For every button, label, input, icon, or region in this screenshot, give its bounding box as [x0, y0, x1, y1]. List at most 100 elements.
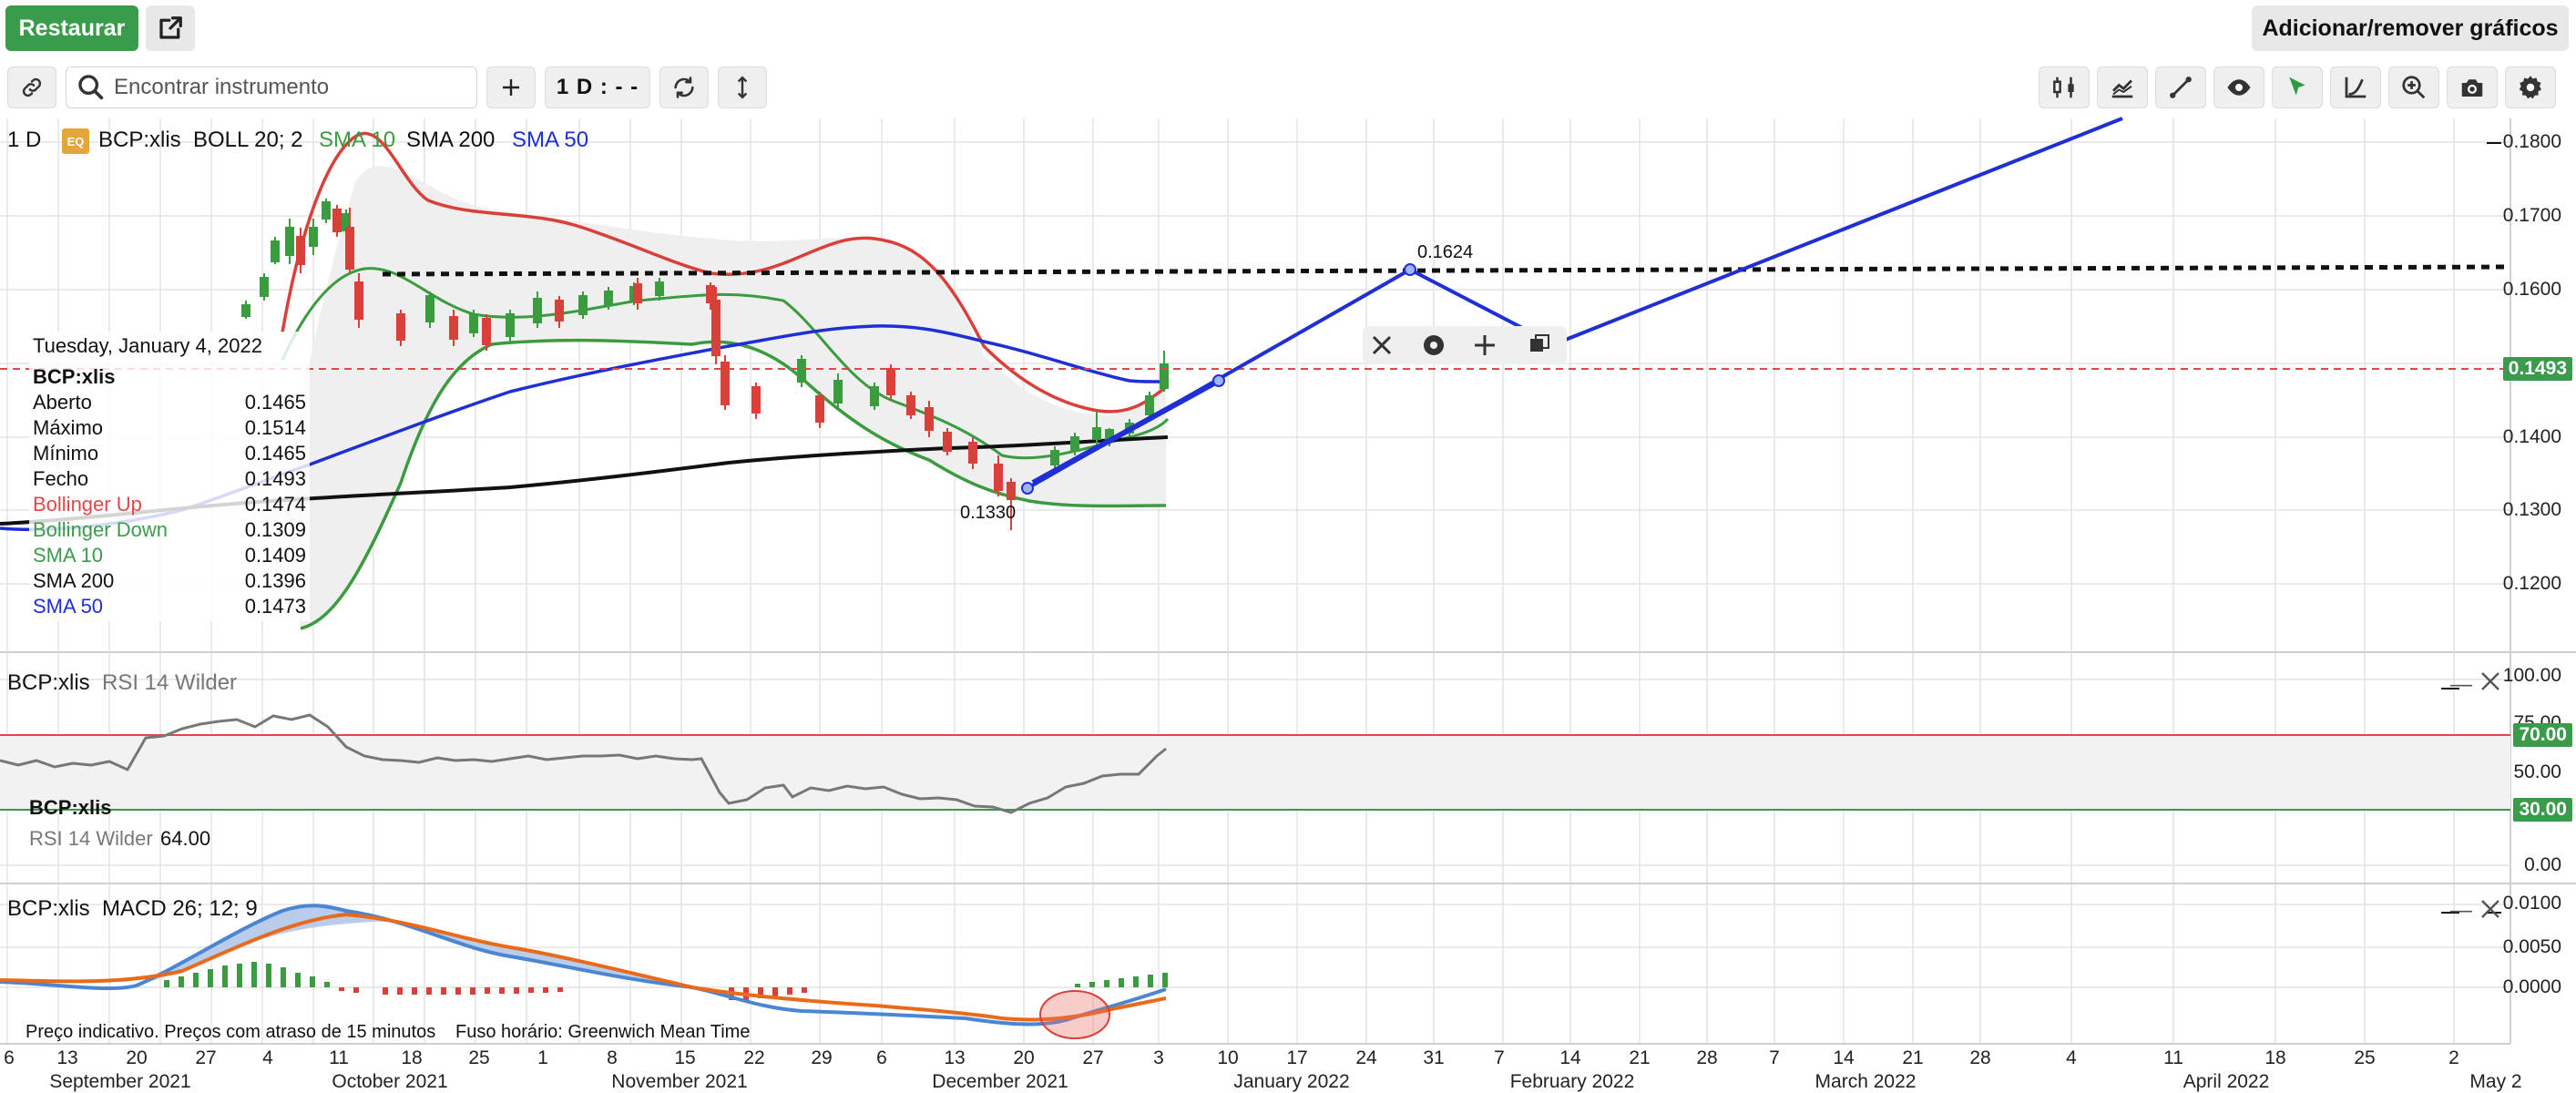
refresh-button[interactable]: [659, 66, 709, 108]
draw-line-button[interactable]: [2155, 66, 2206, 108]
y-tick: 0.1300: [2502, 499, 2561, 520]
plus-icon: [503, 79, 519, 96]
delay-note: Preço indicativo. Preços com atraso de 1…: [26, 1022, 436, 1042]
expand-vertical-icon: [737, 76, 748, 99]
x-tick-label: 6: [4, 1047, 15, 1068]
indicators-button[interactable]: [2097, 66, 2148, 108]
period-selector[interactable]: 1 D : - -: [545, 66, 650, 108]
external-link-icon: [159, 16, 182, 39]
add-remove-charts-button[interactable]: Adicionar/remover gráficos: [2252, 5, 2569, 51]
select-cursor-button[interactable]: [2272, 66, 2323, 108]
info-row-label: Aberto: [33, 391, 92, 414]
draw-line-icon: [2170, 77, 2192, 98]
info-row: Bollinger Down 0.1309: [33, 517, 306, 543]
equity-badge: EQ: [62, 128, 89, 154]
info-row-value: 0.1474: [244, 493, 306, 516]
minimize-icon[interactable]: —: [2450, 898, 2472, 923]
x-tick-label: 4: [262, 1047, 273, 1068]
x-month-label: January 2022: [1233, 1071, 1350, 1092]
info-row-label: Máximo: [33, 416, 104, 439]
info-row-label: SMA 50: [33, 595, 104, 618]
chart-type-button[interactable]: [2039, 66, 2090, 108]
link-button[interactable]: [7, 66, 56, 108]
sma200-label[interactable]: SMA 200: [406, 128, 496, 152]
x-month-label: February 2022: [1509, 1071, 1635, 1092]
rsi-instrument-label[interactable]: BCP:xlis: [7, 670, 90, 695]
instrument-label[interactable]: BCP:xlis: [98, 128, 181, 152]
y-tick: 0.1600: [2502, 279, 2561, 300]
minimize-icon[interactable]: —: [2450, 672, 2472, 697]
info-row-label: Bollinger Down: [33, 518, 168, 541]
search-icon: [78, 75, 104, 100]
y-tick: 0.1400: [2502, 426, 2561, 447]
macd-label[interactable]: MACD 26; 12; 9: [102, 896, 258, 921]
close-panel-button[interactable]: [2479, 670, 2501, 697]
x-tick-label: 21: [1629, 1047, 1651, 1068]
x-tick-label: 13: [56, 1047, 78, 1068]
zoom-button[interactable]: [2388, 66, 2439, 108]
x-month-label: September 2021: [49, 1071, 191, 1092]
close-panel-button[interactable]: [2479, 898, 2501, 924]
x-tick-label: 27: [1082, 1047, 1104, 1068]
close-icon: [1372, 335, 1392, 355]
boll-label[interactable]: BOLL 20; 2: [193, 128, 303, 152]
info-row-label: Mínimo: [33, 442, 99, 465]
x-month-label: December 2021: [932, 1071, 1068, 1092]
info-instrument: BCP:xlis: [33, 365, 116, 388]
camera-icon: [2461, 79, 2483, 97]
x-tick-label: 18: [401, 1047, 423, 1068]
popout-button[interactable]: [146, 5, 195, 51]
macd-instrument-label[interactable]: BCP:xlis: [7, 896, 90, 921]
screenshot-button[interactable]: [2447, 66, 2498, 108]
info-row-value: 0.1493: [244, 467, 306, 490]
annotation-low: 0.1330: [960, 503, 1017, 523]
add-instrument-button[interactable]: [486, 66, 536, 108]
x-tick-label: 7: [1494, 1047, 1505, 1068]
drawing-object-toolbar[interactable]: [1363, 326, 1567, 364]
macd-y-tick: 0.0050: [2502, 936, 2561, 957]
sma50-label[interactable]: SMA 50: [512, 128, 589, 152]
settings-button[interactable]: [2505, 66, 2556, 108]
x-tick-label: 14: [1559, 1047, 1581, 1068]
x-tick-label: 2: [2448, 1047, 2459, 1068]
expand-vertical-button[interactable]: [718, 66, 767, 108]
x-tick-label: 11: [2163, 1047, 2183, 1068]
indicator-chart-icon: [2111, 79, 2133, 98]
x-tick-label: 8: [607, 1047, 618, 1068]
restore-button[interactable]: Restaurar: [5, 5, 138, 51]
x-tick-label: 6: [876, 1047, 887, 1068]
info-row: Fecho 0.1493: [33, 466, 306, 492]
search-box[interactable]: [66, 66, 477, 108]
x-tick-label: 11: [329, 1047, 349, 1068]
info-row-value: 0.1514: [244, 416, 306, 439]
x-tick-label: 1: [537, 1047, 548, 1068]
link-icon: [22, 77, 42, 97]
x-tick-label: 10: [1217, 1047, 1239, 1068]
sma10-label[interactable]: SMA 10: [319, 128, 396, 152]
macd-y-tick: 0.0100: [2502, 893, 2561, 914]
info-row-value: 0.1465: [244, 442, 306, 465]
x-tick-label: 18: [2264, 1047, 2286, 1068]
info-row: Aberto 0.1465: [33, 390, 306, 415]
info-row-value: 0.1473: [244, 595, 306, 618]
trend-tool-button[interactable]: [2330, 66, 2381, 108]
rsi-70-tag: 70.00: [2513, 723, 2572, 747]
interval-label: 1 D: [7, 128, 42, 152]
info-row-value: 0.1465: [244, 391, 306, 414]
rsi-y-tick: 50.00: [2513, 761, 2561, 782]
x-tick-label: 14: [1833, 1047, 1855, 1068]
search-input[interactable]: [112, 74, 462, 101]
x-tick-label: 21: [1902, 1047, 1924, 1068]
x-tick-label: 17: [1286, 1047, 1308, 1068]
gear-icon: [2519, 76, 2541, 99]
close-icon: [2481, 672, 2499, 690]
rsi-y-tick: 100.00: [2502, 665, 2561, 686]
candlestick-icon: [2053, 77, 2074, 98]
info-row-label: Bollinger Up: [33, 493, 142, 516]
ohlc-info-box: Tuesday, January 4, 2022 BCP:xlis Aberto…: [29, 332, 310, 621]
x-tick-label: 15: [674, 1047, 696, 1068]
info-row-value: 0.1409: [244, 544, 306, 567]
visibility-button[interactable]: [2213, 66, 2264, 108]
rsi-label[interactable]: RSI 14 Wilder: [102, 670, 238, 695]
